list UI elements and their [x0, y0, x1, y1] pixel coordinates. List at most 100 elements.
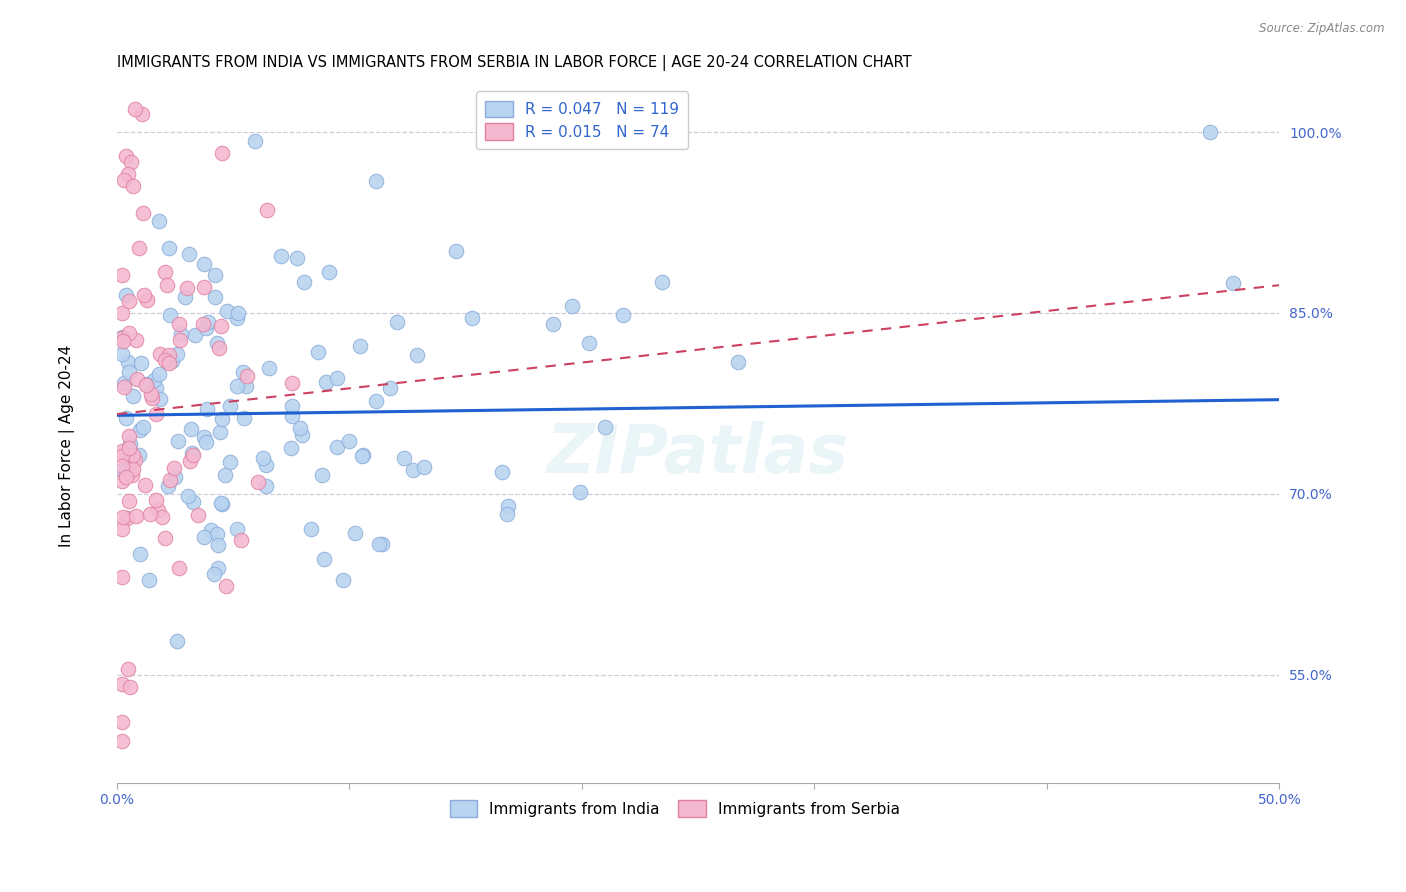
Point — [461, 310, 484, 325]
Point — [235, 378, 257, 392]
Point — [169, 333, 191, 347]
Point — [195, 401, 218, 416]
Point — [156, 278, 179, 293]
Point — [291, 428, 314, 442]
Point — [181, 445, 204, 459]
Point — [135, 293, 157, 308]
Point — [578, 335, 600, 350]
Point — [155, 531, 177, 545]
Point — [117, 365, 139, 379]
Point — [211, 497, 233, 511]
Point — [120, 680, 142, 694]
Point — [129, 356, 152, 370]
Point — [727, 355, 749, 369]
Point — [134, 477, 156, 491]
Point — [118, 441, 141, 455]
Point — [128, 449, 150, 463]
Point — [364, 174, 387, 188]
Point — [209, 319, 232, 334]
Point — [207, 335, 229, 350]
Point — [110, 449, 132, 463]
Point — [145, 381, 167, 395]
Point — [1222, 276, 1244, 290]
Point — [121, 389, 143, 403]
Point — [231, 533, 253, 547]
Point — [247, 475, 270, 490]
Point — [252, 450, 274, 465]
Point — [110, 306, 132, 320]
Point — [612, 309, 634, 323]
Point — [281, 399, 304, 413]
Point — [124, 102, 146, 116]
Point — [207, 560, 229, 574]
Point — [176, 281, 198, 295]
Point — [110, 715, 132, 730]
Point — [214, 468, 236, 483]
Point — [110, 268, 132, 282]
Point — [110, 463, 132, 477]
Point — [163, 461, 186, 475]
Point — [280, 442, 302, 456]
Point — [117, 167, 139, 181]
Point — [344, 526, 367, 541]
Point — [110, 331, 132, 345]
Point — [352, 448, 374, 462]
Point — [125, 372, 148, 386]
Point — [193, 257, 215, 271]
Point — [150, 509, 173, 524]
Point — [112, 510, 135, 524]
Point — [371, 537, 394, 551]
Point — [131, 206, 153, 220]
Point — [179, 454, 201, 468]
Point — [159, 473, 181, 487]
Point — [120, 155, 142, 169]
Point — [402, 463, 425, 477]
Point — [122, 448, 145, 462]
Point — [180, 422, 202, 436]
Point — [110, 570, 132, 584]
Point — [157, 348, 180, 362]
Point — [491, 465, 513, 479]
Point — [197, 315, 219, 329]
Point — [413, 460, 436, 475]
Point — [256, 203, 278, 218]
Point — [156, 479, 179, 493]
Point — [385, 315, 408, 329]
Point — [117, 326, 139, 341]
Point — [193, 280, 215, 294]
Point — [110, 347, 132, 361]
Point — [167, 434, 190, 449]
Point — [159, 241, 181, 255]
Point — [270, 249, 292, 263]
Point — [169, 317, 191, 331]
Point — [112, 334, 135, 348]
Point — [135, 376, 157, 391]
Point — [148, 213, 170, 227]
Point — [117, 355, 139, 369]
Point — [118, 437, 141, 451]
Point — [226, 310, 249, 325]
Point — [312, 551, 335, 566]
Point — [311, 468, 333, 483]
Point — [115, 288, 138, 302]
Point — [218, 455, 240, 469]
Point — [496, 500, 519, 514]
Point — [307, 345, 329, 359]
Point — [139, 507, 162, 521]
Point — [366, 393, 388, 408]
Point — [541, 317, 564, 331]
Point — [128, 241, 150, 255]
Point — [184, 327, 207, 342]
Point — [193, 530, 215, 544]
Text: IMMIGRANTS FROM INDIA VS IMMIGRANTS FROM SERBIA IN LABOR FORCE | AGE 20-24 CORRE: IMMIGRANTS FROM INDIA VS IMMIGRANTS FROM… — [117, 55, 911, 71]
Point — [122, 179, 145, 194]
Point — [1198, 125, 1220, 139]
Point — [568, 484, 591, 499]
Legend: Immigrants from India, Immigrants from Serbia: Immigrants from India, Immigrants from S… — [441, 792, 908, 824]
Point — [181, 495, 204, 509]
Point — [118, 428, 141, 442]
Point — [193, 430, 215, 444]
Point — [115, 149, 138, 163]
Point — [112, 173, 135, 187]
Point — [160, 354, 183, 368]
